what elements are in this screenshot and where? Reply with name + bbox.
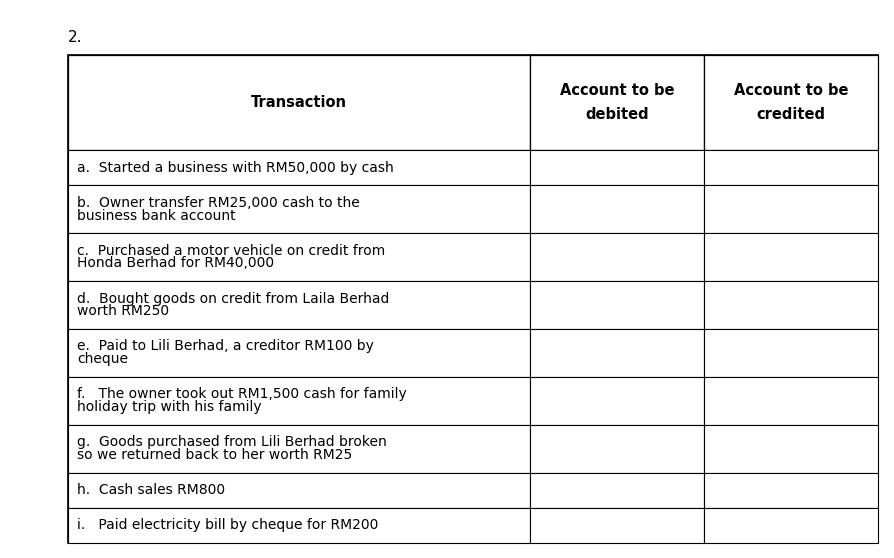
Bar bbox=[703, 150, 877, 185]
Bar bbox=[68, 55, 877, 543]
Bar bbox=[68, 425, 529, 473]
Text: Account to be: Account to be bbox=[733, 83, 848, 98]
Bar bbox=[68, 281, 529, 329]
Bar bbox=[703, 55, 877, 150]
Text: Honda Berhad for RM40,000: Honda Berhad for RM40,000 bbox=[77, 257, 274, 271]
Text: holiday trip with his family: holiday trip with his family bbox=[77, 401, 261, 415]
Text: b.  Owner transfer RM25,000 cash to the: b. Owner transfer RM25,000 cash to the bbox=[77, 195, 359, 210]
Bar bbox=[703, 473, 877, 508]
Bar bbox=[529, 55, 703, 150]
Bar bbox=[529, 150, 703, 185]
Bar bbox=[529, 425, 703, 473]
Bar bbox=[68, 55, 529, 150]
Bar bbox=[703, 425, 877, 473]
Bar bbox=[703, 377, 877, 425]
Text: d.  Bought goods on credit from Laila Berhad: d. Bought goods on credit from Laila Ber… bbox=[77, 291, 389, 306]
Text: i.   Paid electricity bill by cheque for RM200: i. Paid electricity bill by cheque for R… bbox=[77, 518, 378, 532]
Bar bbox=[68, 508, 529, 543]
Bar bbox=[529, 185, 703, 233]
Bar bbox=[703, 233, 877, 281]
Bar bbox=[703, 508, 877, 543]
Text: Account to be: Account to be bbox=[559, 83, 673, 98]
Text: c.  Purchased a motor vehicle on credit from: c. Purchased a motor vehicle on credit f… bbox=[77, 243, 384, 258]
Text: worth RM250: worth RM250 bbox=[77, 305, 169, 319]
Text: 2.: 2. bbox=[68, 30, 82, 45]
Bar bbox=[529, 329, 703, 377]
Text: f.   The owner took out RM1,500 cash for family: f. The owner took out RM1,500 cash for f… bbox=[77, 387, 406, 401]
Bar bbox=[529, 473, 703, 508]
Bar bbox=[529, 281, 703, 329]
Bar bbox=[68, 329, 529, 377]
Bar bbox=[68, 185, 529, 233]
Bar bbox=[703, 281, 877, 329]
Text: a.  Started a business with RM50,000 by cash: a. Started a business with RM50,000 by c… bbox=[77, 161, 393, 175]
Bar bbox=[68, 377, 529, 425]
Bar bbox=[529, 508, 703, 543]
Bar bbox=[68, 473, 529, 508]
Bar bbox=[703, 329, 877, 377]
Bar bbox=[68, 233, 529, 281]
Text: g.  Goods purchased from Lili Berhad broken: g. Goods purchased from Lili Berhad brok… bbox=[77, 435, 386, 449]
Text: debited: debited bbox=[585, 107, 648, 122]
Text: business bank account: business bank account bbox=[77, 209, 235, 223]
Bar bbox=[68, 150, 529, 185]
Bar bbox=[529, 233, 703, 281]
Text: so we returned back to her worth RM25: so we returned back to her worth RM25 bbox=[77, 449, 352, 463]
Text: Transaction: Transaction bbox=[250, 95, 347, 110]
Text: credited: credited bbox=[755, 107, 824, 122]
Text: cheque: cheque bbox=[77, 353, 128, 367]
Text: e.  Paid to Lili Berhad, a creditor RM100 by: e. Paid to Lili Berhad, a creditor RM100… bbox=[77, 339, 374, 353]
Bar bbox=[703, 185, 877, 233]
Text: h.  Cash sales RM800: h. Cash sales RM800 bbox=[77, 483, 224, 497]
Bar bbox=[529, 377, 703, 425]
